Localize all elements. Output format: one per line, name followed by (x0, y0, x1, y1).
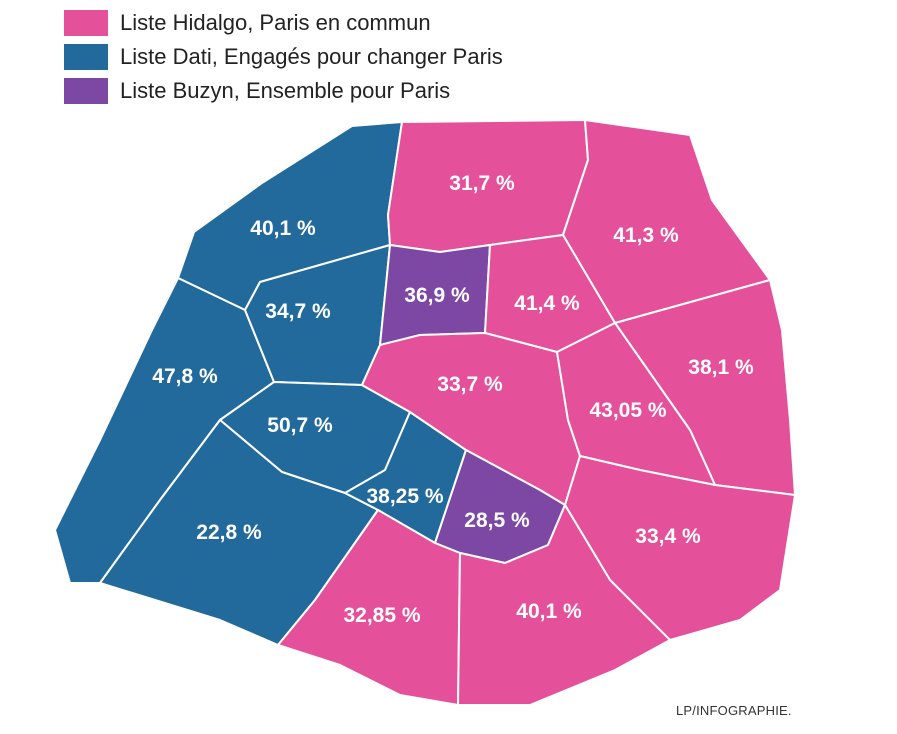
legend-swatch-buzyn (64, 78, 108, 104)
pct-label-east: 38,1 % (688, 356, 754, 379)
legend-item-hidalgo: Liste Hidalgo, Paris en commun (64, 6, 503, 40)
pct-label-inner-nw: 34,7 % (265, 300, 331, 323)
pct-label-center: 33,7 % (437, 373, 503, 396)
legend-item-dati: Liste Dati, Engagés pour changer Paris (64, 40, 503, 74)
pct-label-southeast: 33,4 % (635, 525, 701, 548)
pct-label-north: 31,7 % (449, 172, 515, 195)
legend-label-hidalgo: Liste Hidalgo, Paris en commun (120, 10, 431, 35)
pct-label-center-left: 38,25 % (366, 485, 443, 508)
legend-item-buzyn: Liste Buzyn, Ensemble pour Paris (64, 74, 503, 108)
district-south (277, 509, 461, 706)
pct-label-northeast: 41,3 % (613, 224, 679, 247)
pct-label-southwest: 22,8 % (196, 521, 262, 544)
pct-label-south: 32,85 % (343, 604, 420, 627)
pct-label-center-west: 50,7 % (267, 414, 333, 437)
pct-label-inner-northeast: 41,4 % (514, 292, 580, 315)
pct-label-inner-north: 36,9 % (404, 284, 470, 307)
legend-swatch-dati (64, 44, 108, 70)
legend-swatch-hidalgo (64, 10, 108, 36)
pct-label-center-east: 43,05 % (589, 399, 666, 422)
pct-label-south-2: 40,1 % (516, 600, 582, 623)
pct-label-nw-outer: 40,1 % (250, 217, 316, 240)
pct-label-south-center: 28,5 % (464, 509, 530, 532)
legend-label-dati: Liste Dati, Engagés pour changer Paris (120, 44, 503, 69)
pct-label-west: 47,8 % (152, 365, 218, 388)
credit-text: LP/INFOGRAPHIE. (676, 703, 792, 718)
district-south-2 (457, 504, 671, 706)
legend-label-buzyn: Liste Buzyn, Ensemble pour Paris (120, 78, 451, 103)
legend: Liste Hidalgo, Paris en commun Liste Dat… (64, 6, 503, 108)
